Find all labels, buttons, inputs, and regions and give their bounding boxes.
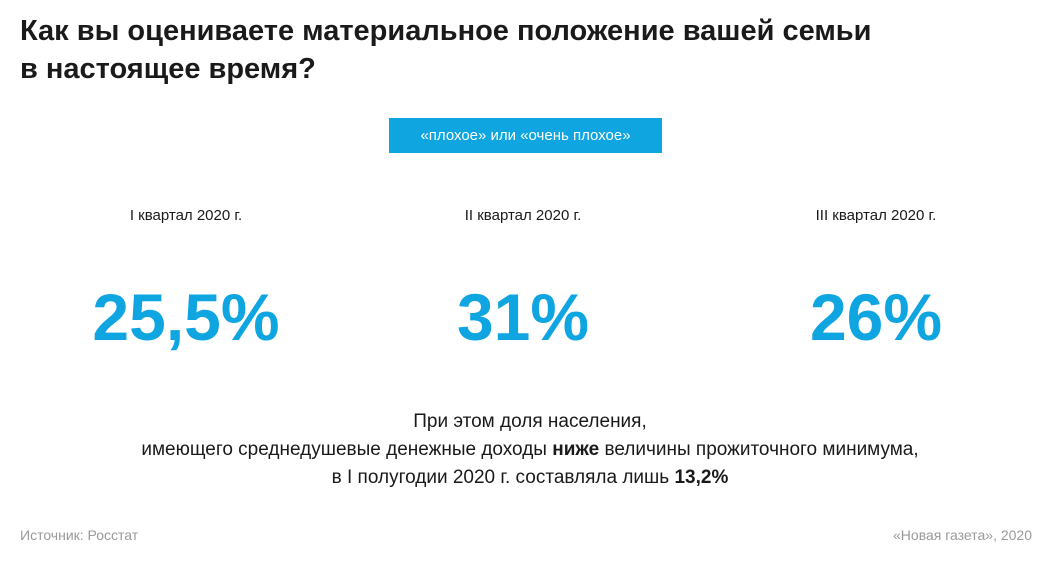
source-label: Источник: Росстат xyxy=(20,527,139,543)
chart-title-line-1: Как вы оцениваете материальное положение… xyxy=(20,15,872,47)
note-line-1-text: При этом доля населения, xyxy=(413,411,647,432)
series-badge: «плохое» или «очень плохое» xyxy=(389,118,662,153)
category-label: III квартал 2020 г. xyxy=(816,207,937,224)
chart-title: Как вы оцениваете материальное положение… xyxy=(20,12,1020,88)
note-emphasis-share: 13,2% xyxy=(674,467,729,488)
note-line-3-start: в I полугодии 2020 г. составляла лишь xyxy=(331,467,675,488)
note-line-1: При этом доля населения, xyxy=(30,408,1030,436)
note-line-2-start: имеющего среднедушевые денежные доходы xyxy=(141,439,553,460)
value-label: 26% xyxy=(810,280,942,354)
note-line-3: в I полугодии 2020 г. составляла лишь 13… xyxy=(30,464,1030,492)
category-label: II квартал 2020 г. xyxy=(465,207,582,224)
category-label: I квартал 2020 г. xyxy=(130,207,242,224)
population-note: При этом доля населения, имеющего средне… xyxy=(30,408,1030,492)
note-line-2-end: величины прожиточного минимума, xyxy=(599,439,919,460)
quarter-values-chart: I квартал 2020 г. 25,5% II квартал 2020 г.… xyxy=(92,207,942,354)
chart-title-line-2: в настоящее время? xyxy=(20,53,316,85)
credit-label: «Новая газета», 2020 xyxy=(893,527,1032,543)
note-line-2: имеющего среднедушевые денежные доходы н… xyxy=(30,436,1030,464)
note-emphasis-below: ниже xyxy=(552,439,600,460)
value-label: 31% xyxy=(457,280,589,354)
value-label: 25,5% xyxy=(92,280,279,354)
